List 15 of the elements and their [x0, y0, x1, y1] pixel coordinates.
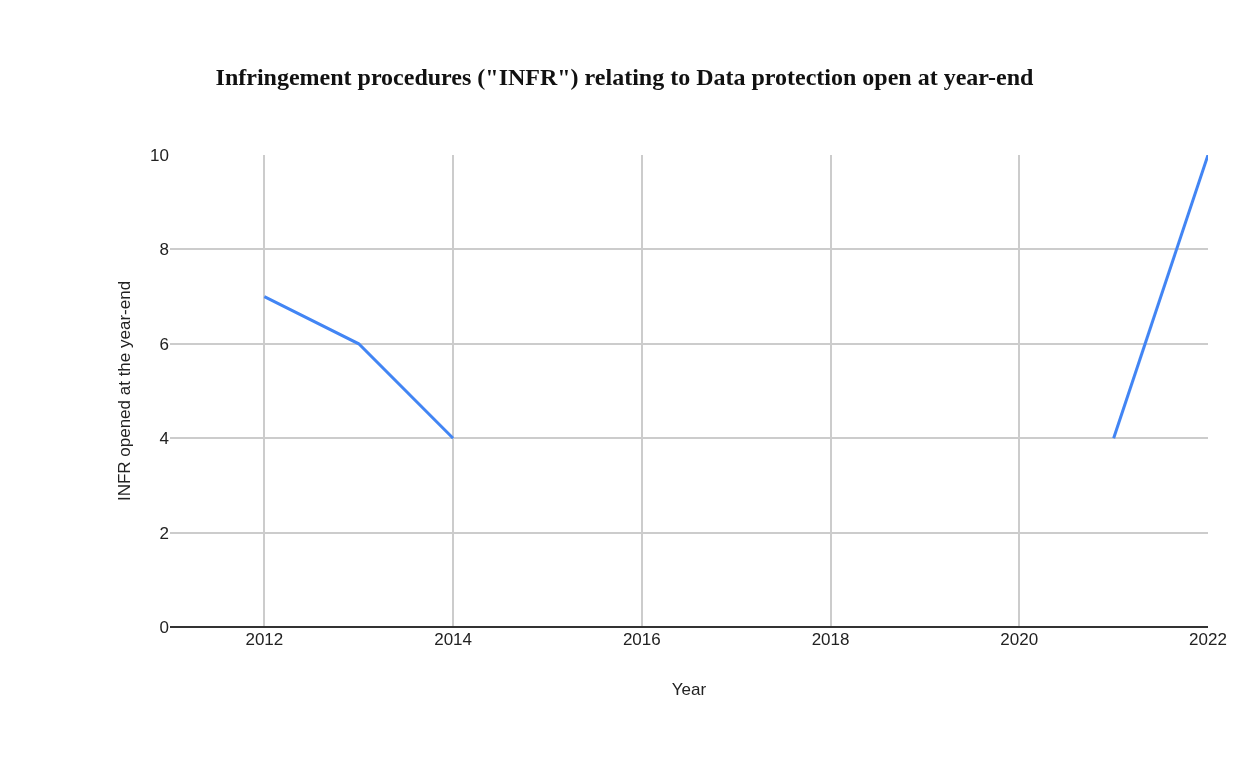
y-tick-label: 0 [159, 617, 169, 637]
y-tick-label: 8 [159, 240, 169, 260]
y-tick-label: 4 [159, 429, 169, 449]
x-tick-label: 2012 [245, 630, 284, 649]
y-axis-title: INFR opened at the year-end [114, 280, 134, 502]
x-tick-label: 2022 [1189, 630, 1227, 649]
x-axis-title: Year [671, 680, 707, 700]
x-tick-label: 2016 [622, 630, 661, 649]
x-tick-label: 2018 [811, 630, 850, 649]
y-tick-label: 10 [150, 145, 169, 165]
y-tick-label: 6 [159, 334, 169, 354]
y-tick-label: 2 [159, 523, 169, 543]
x-tick-label: 2020 [1000, 630, 1039, 649]
chart-title: Infringement procedures ("INFR") relating to Data protection open at year-end [215, 64, 1035, 90]
x-tick-label: 2014 [434, 630, 472, 649]
